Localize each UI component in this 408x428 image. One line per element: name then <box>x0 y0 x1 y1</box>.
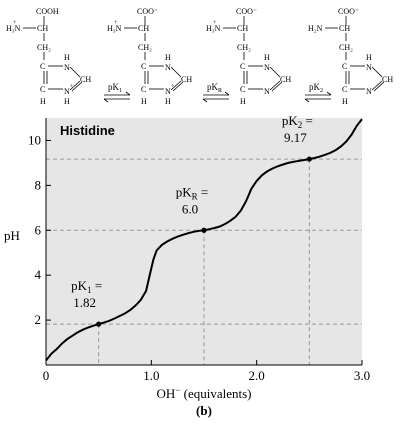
species-3-alpha-carbon: CH <box>237 24 248 33</box>
species-2-nh-bottom-h: H <box>165 97 171 106</box>
pk-annotation-value: 1.82 <box>73 295 96 310</box>
species-2-alpha-carbon: CH <box>138 24 149 33</box>
x-axis-ticks: 0 1.0 2.0 3.0 <box>43 360 370 383</box>
x-tick-label: 3.0 <box>354 368 370 383</box>
x-tick-label: 1.0 <box>143 368 159 383</box>
species-1-ring-ch: CH <box>80 75 91 84</box>
y-axis-ticks: 2 4 6 8 10 <box>28 132 51 327</box>
species-3-n-top: N <box>264 63 270 72</box>
y-axis-title: pH <box>4 228 20 243</box>
species-4-structure: COO⁻ H₂N CH CH₂ C C H H N CH N <box>308 7 393 106</box>
species-1-nh-top-h: H <box>64 53 70 62</box>
species-3-amine: H₃N <box>206 24 221 33</box>
species-4-alpha-carbon: CH <box>339 24 350 33</box>
species-1-c-hydrogen: H <box>40 97 46 106</box>
equilibrium-2-label: pKR <box>207 82 222 94</box>
species-3-ring-carbon-bottom: C <box>240 85 245 94</box>
species-2-ring-carbon-bottom: C <box>141 85 146 94</box>
species-1-methylene: CH₂ <box>37 43 51 52</box>
species-2-methylene: CH₂ <box>138 43 152 52</box>
y-tick-label: 8 <box>35 177 42 192</box>
titration-curve-chart: 0 1.0 2.0 3.0 2 4 6 8 10 pK1 =1.82 pKR =6.0 pK2 =… <box>4 113 370 418</box>
species-2-n-top: N <box>165 63 171 72</box>
species-4-carboxyl: COO⁻ <box>338 7 359 16</box>
ionic-species-structures: COOH H₃N + CH CH₂ C C H H N CH N H + <box>6 7 393 106</box>
species-1-amine-charge: + <box>13 20 17 26</box>
species-2-amine-charge: + <box>114 20 118 26</box>
plot-background <box>46 118 362 365</box>
equilibrium-2: pKR <box>202 82 230 103</box>
species-2-amine: H₃N <box>107 24 122 33</box>
x-tick-label: 2.0 <box>249 368 265 383</box>
pk-point <box>96 321 102 327</box>
species-3-ring-carbon: C <box>240 62 245 71</box>
pk-points <box>96 156 312 327</box>
species-3-amine-charge: + <box>213 20 217 26</box>
x-tick-label: 0 <box>43 368 50 383</box>
species-2-c-hydrogen: H <box>141 97 147 106</box>
species-1-nh-bottom-h: H <box>64 97 70 106</box>
panel-label: (b) <box>196 403 212 418</box>
equilibrium-3: pK2 <box>304 82 332 103</box>
species-2-structure: COO⁻ H₃N + CH CH₂ C C H H N CH N H + <box>107 7 192 106</box>
chart-title: Histidine <box>60 123 115 138</box>
pk-annotation-label: pKR = <box>176 184 209 201</box>
species-3-n-bottom: N <box>264 87 270 96</box>
y-tick-label: 6 <box>35 222 42 237</box>
species-1-ring-carbon-bottom: C <box>40 85 45 94</box>
pk-annotation-value: 6.0 <box>182 201 198 216</box>
species-4-n-top: N <box>366 63 372 72</box>
species-3-ring-ch: CH <box>280 75 291 84</box>
pk-annotation-label: pK1 = <box>71 278 102 295</box>
species-1-carboxyl: COOH <box>36 7 59 16</box>
species-1-ring-carbon: C <box>40 62 45 71</box>
species-1-structure: COOH H₃N + CH CH₂ C C H H N CH N H + <box>6 7 91 106</box>
species-3-structure: COO⁻ H₃N + CH CH₂ C C H H N CH N <box>206 7 291 106</box>
species-4-methylene: CH₂ <box>339 43 353 52</box>
pk-annotations: pK1 =1.82 pKR =6.0 pK2 =9.17 <box>71 113 313 310</box>
species-4-nh-top-h: H <box>366 53 372 62</box>
species-2-ring-carbon: C <box>141 62 146 71</box>
species-2-n-bottom: N <box>165 87 171 96</box>
species-4-amine: H₂N <box>308 24 323 33</box>
species-3-carboxyl: COO⁻ <box>236 7 257 16</box>
species-1-n-top: N <box>64 63 70 72</box>
axes <box>45 118 362 366</box>
species-1-ring-charge: + <box>70 84 74 90</box>
species-4-ring-carbon-bottom: C <box>342 85 347 94</box>
species-1-alpha-carbon: CH <box>37 24 48 33</box>
pk-point <box>306 156 312 162</box>
species-3-c-hydrogen: H <box>240 97 246 106</box>
x-axis-title: OH− (equivalents) <box>157 385 252 401</box>
species-4-c-hydrogen: H <box>342 97 348 106</box>
species-4-ring-carbon: C <box>342 62 347 71</box>
pk-annotation-label: pK2 = <box>282 113 313 130</box>
pk-point <box>201 227 207 233</box>
species-3-nh-top-h: H <box>264 53 270 62</box>
species-2-carboxyl: COO⁻ <box>137 7 158 16</box>
pk-annotation-value: 9.17 <box>284 130 307 145</box>
species-4-n-bottom: N <box>366 87 372 96</box>
species-4-ring-ch: CH <box>382 75 393 84</box>
y-tick-label: 2 <box>35 312 42 327</box>
equilibrium-1: pK1 <box>103 82 131 103</box>
species-1-amine: H₃N <box>6 24 21 33</box>
equilibrium-3-label: pK2 <box>309 82 323 94</box>
species-1-n-bottom: N <box>64 87 70 96</box>
species-2-ring-ch: CH <box>181 75 192 84</box>
equilibrium-1-label: pK1 <box>108 82 122 94</box>
y-tick-label: 4 <box>35 267 42 282</box>
species-2-ring-charge: + <box>171 84 175 90</box>
species-3-methylene: CH₂ <box>237 43 251 52</box>
species-2-nh-top-h: H <box>165 53 171 62</box>
y-tick-label: 10 <box>28 132 41 147</box>
